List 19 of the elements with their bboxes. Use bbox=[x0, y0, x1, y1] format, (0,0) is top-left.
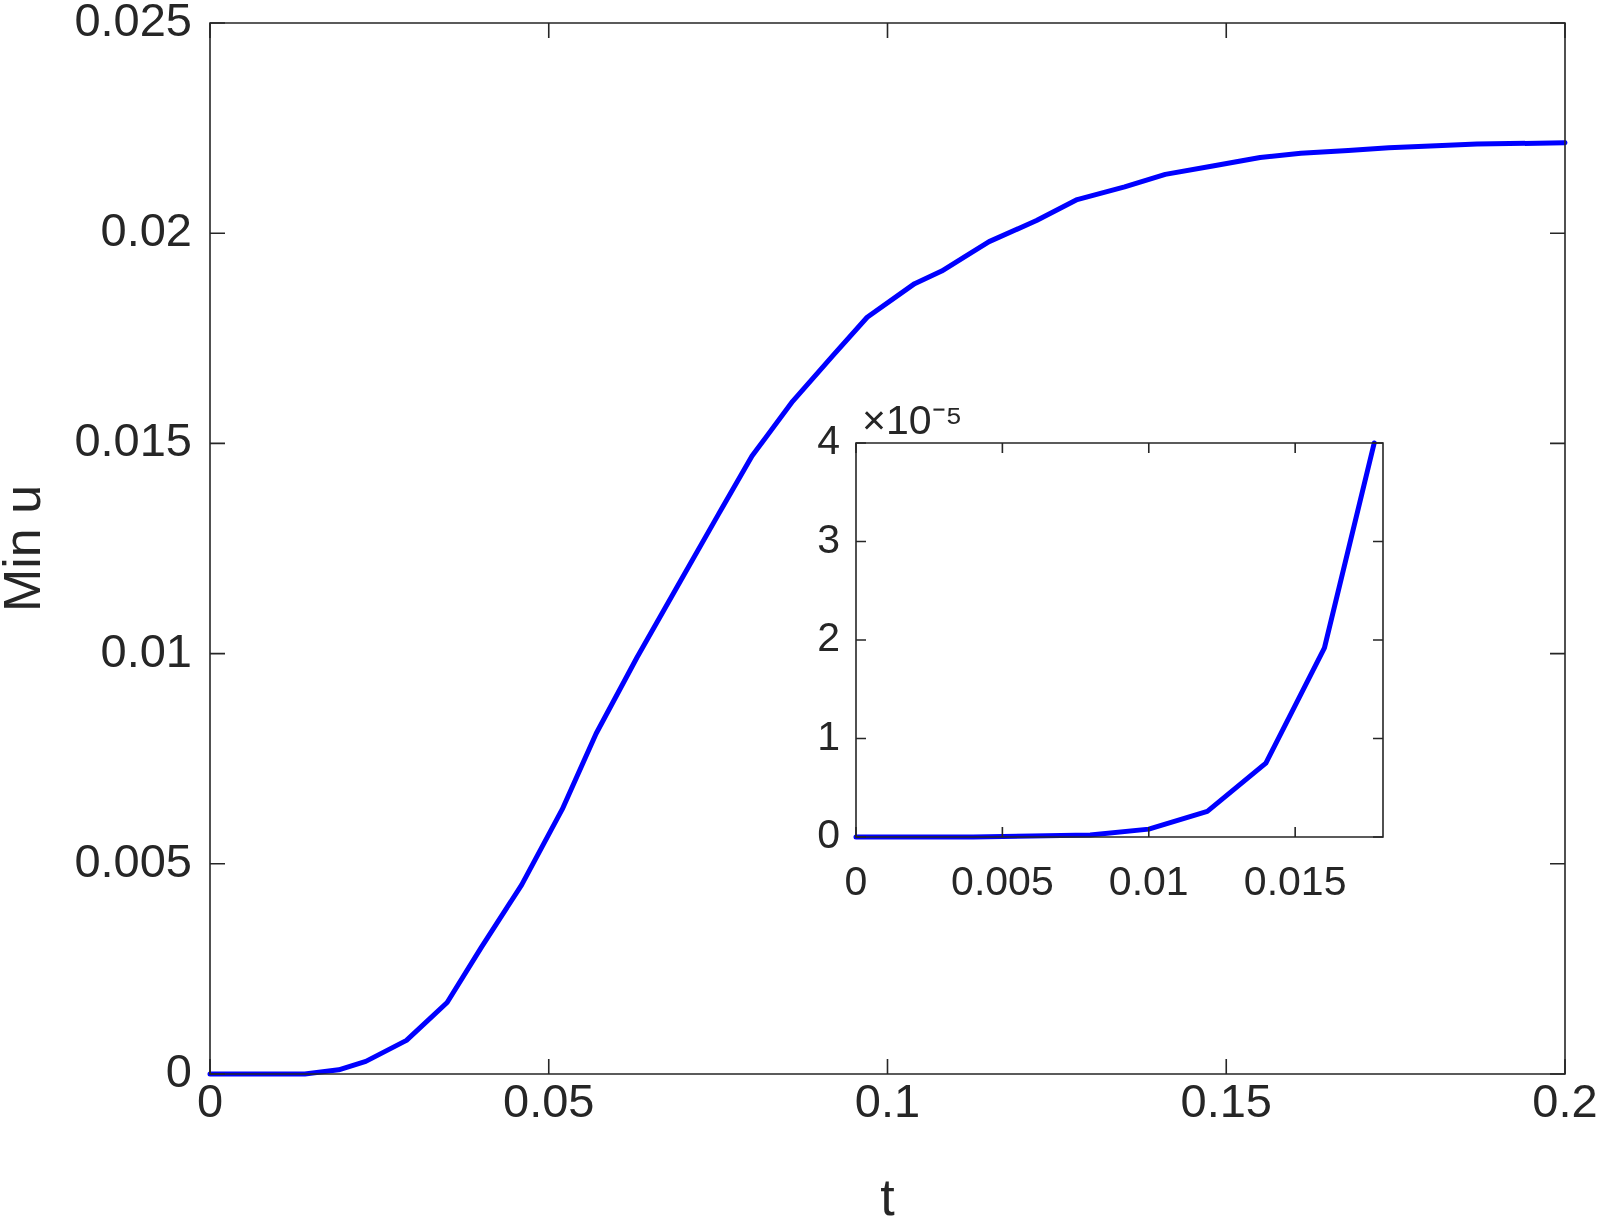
x-tick-label: 0.2 bbox=[1532, 1074, 1598, 1128]
y-tick-label: 0 bbox=[817, 811, 840, 858]
y-tick-label: 4 bbox=[817, 417, 840, 464]
x-tick-label: 0.1 bbox=[854, 1074, 921, 1128]
x-axis-title: t bbox=[880, 1168, 896, 1221]
y-tick-label: 0.01 bbox=[100, 623, 192, 677]
y-tick-label: 2 bbox=[817, 614, 840, 661]
x-tick-label: 0.15 bbox=[1180, 1074, 1272, 1128]
x-tick-label: 0.05 bbox=[503, 1074, 595, 1128]
y-tick-label: 0.02 bbox=[100, 203, 192, 257]
annotation: ×10⁻⁵ bbox=[862, 397, 963, 443]
y-tick-label: 0.025 bbox=[74, 0, 192, 46]
x-tick-label: 0.005 bbox=[951, 857, 1054, 904]
y-tick-label: 1 bbox=[817, 712, 840, 759]
x-tick-label: 0.015 bbox=[1243, 857, 1347, 904]
y-axis-title: Min u bbox=[0, 484, 52, 613]
y-tick-label: 3 bbox=[817, 515, 840, 562]
x-tick-label: 0.01 bbox=[1108, 857, 1189, 904]
y-tick-label: 0.015 bbox=[74, 413, 192, 467]
